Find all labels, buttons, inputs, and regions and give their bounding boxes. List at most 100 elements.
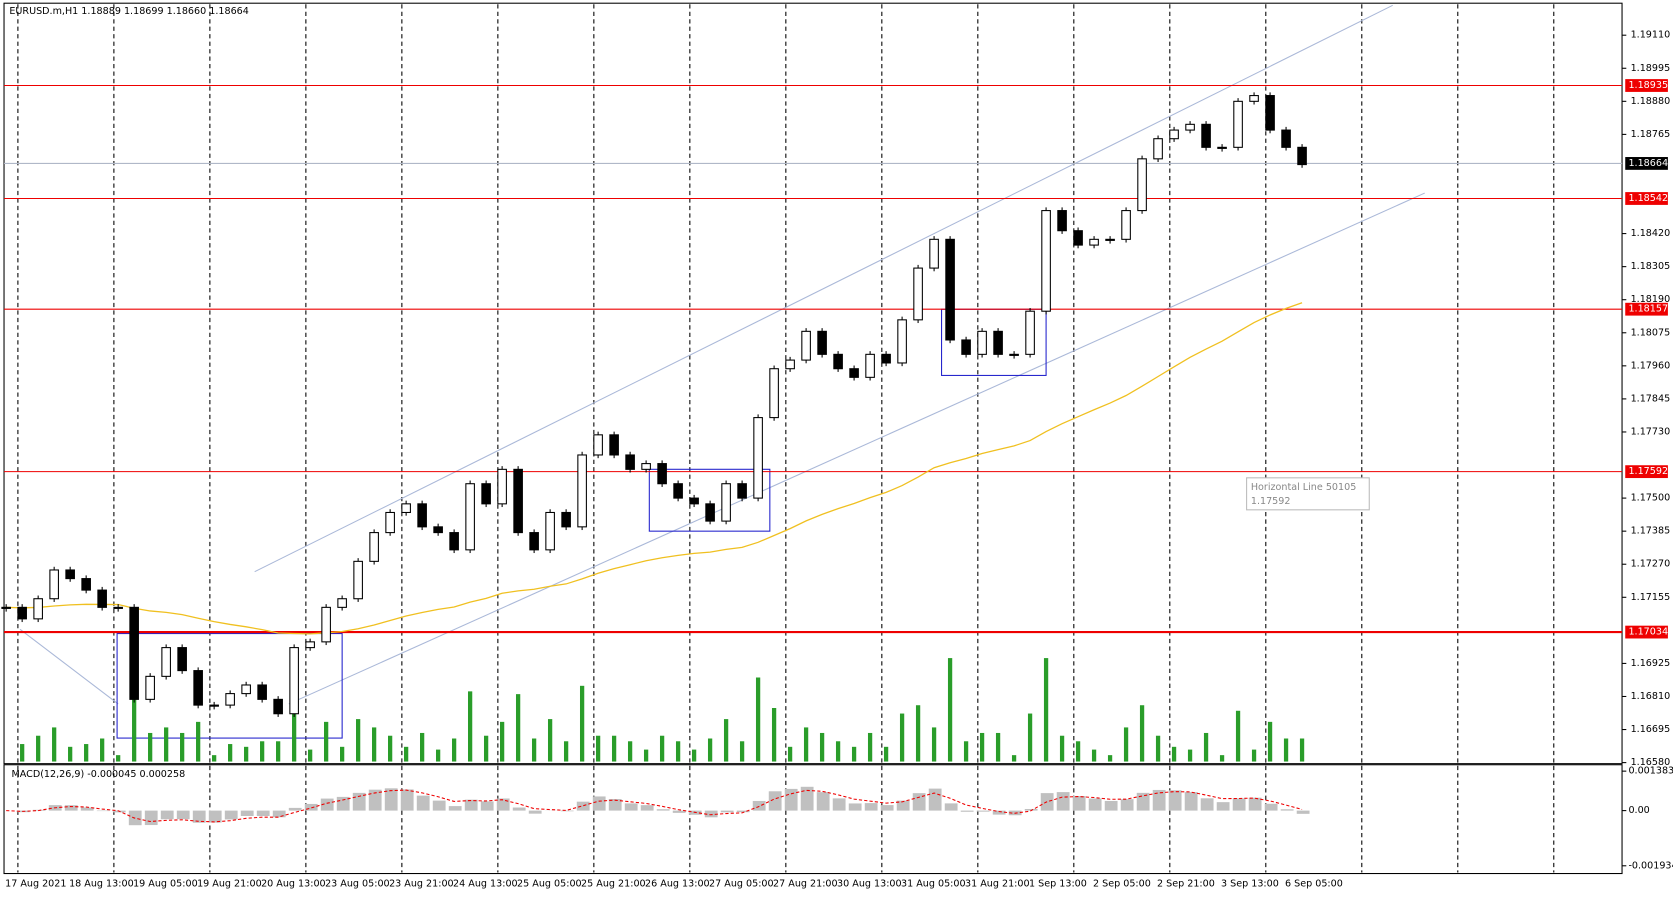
candle <box>865 353 875 378</box>
candle <box>17 606 27 620</box>
time-label: 23 Aug 05:00 <box>325 879 390 890</box>
volume-bar <box>435 749 441 762</box>
price-label: 1.18420 <box>1631 228 1671 239</box>
time-label: 20 Aug 13:00 <box>261 879 326 890</box>
candle <box>1041 210 1051 312</box>
volume-bar <box>643 749 649 762</box>
candle <box>1297 146 1307 166</box>
macd-bar <box>832 798 846 811</box>
candle <box>769 368 779 419</box>
candle <box>737 483 747 499</box>
macd-bar <box>1152 789 1166 811</box>
macd-bar <box>304 803 318 811</box>
macd-bar <box>496 798 510 811</box>
price-label: 1.18075 <box>1631 327 1671 338</box>
volume-bar <box>547 719 553 762</box>
candle <box>961 339 971 355</box>
candle <box>849 368 859 378</box>
macd-bar <box>480 801 494 811</box>
macd-bar <box>224 810 238 820</box>
volume-bar <box>164 727 169 762</box>
volume-bar <box>1011 755 1017 762</box>
price-tag <box>1625 157 1668 170</box>
volume-bar <box>36 735 41 762</box>
macd-bar <box>1216 802 1230 811</box>
macd-bar <box>576 801 590 811</box>
candle <box>465 483 475 551</box>
candle <box>1233 100 1243 148</box>
volume-bar <box>388 735 393 762</box>
candle <box>561 511 571 528</box>
candle <box>65 569 75 580</box>
candle <box>945 238 955 341</box>
volume-bar <box>1235 710 1241 762</box>
volume-bar <box>196 721 201 762</box>
candle <box>625 454 635 470</box>
candle <box>1201 123 1211 148</box>
volume-bar <box>979 732 985 762</box>
macd-header: MACD(12,26,9) -0.000045 0.000258 <box>11 769 185 780</box>
time-label: 27 Aug 05:00 <box>709 879 774 890</box>
tooltip-box <box>1246 477 1370 511</box>
macd-bar <box>944 803 958 811</box>
candle <box>929 238 939 269</box>
range-box <box>116 633 343 739</box>
volume-bar <box>1107 755 1113 762</box>
macd-bar <box>1264 803 1278 811</box>
macd-bar <box>1184 792 1198 811</box>
time-label: 19 Aug 05:00 <box>133 879 198 890</box>
macd-bar <box>656 809 670 811</box>
candle <box>1169 129 1179 140</box>
candle <box>369 532 379 562</box>
volume-bar <box>819 732 825 762</box>
macd-bar <box>464 799 478 811</box>
price-label: 1.18765 <box>1631 129 1671 140</box>
volume-bar <box>531 738 537 762</box>
volume-bar <box>132 666 137 762</box>
volume-bar <box>563 741 569 762</box>
channel-top <box>254 4 1393 573</box>
candle <box>705 503 715 522</box>
candle <box>177 647 187 672</box>
macd-bar <box>192 810 206 823</box>
candle <box>1153 138 1163 160</box>
candle <box>721 483 731 522</box>
candle <box>289 647 299 715</box>
price-label: 1.18995 <box>1631 63 1671 74</box>
macd-bar <box>528 810 542 814</box>
macd-bar <box>64 805 78 811</box>
macd-bar <box>512 807 526 811</box>
candle <box>161 647 171 677</box>
candle <box>193 670 203 706</box>
candle <box>273 698 283 715</box>
candle <box>353 560 363 600</box>
level-tag <box>1625 465 1668 479</box>
volume-bar <box>116 755 121 762</box>
candle <box>881 353 891 364</box>
candle <box>529 532 539 551</box>
candle <box>337 598 347 608</box>
current-price-label: 1.18664 <box>1628 158 1668 169</box>
level-tag <box>1625 625 1668 639</box>
macd-bar <box>400 789 414 811</box>
volume-bar <box>1075 741 1081 762</box>
macd-bar <box>176 810 190 820</box>
volume-bar <box>915 705 921 762</box>
macd-bar <box>1200 798 1214 811</box>
price-label: 1.17845 <box>1631 393 1671 404</box>
volume-bar <box>691 749 697 762</box>
candle <box>1185 123 1195 131</box>
volume-bar <box>1203 732 1209 762</box>
volume-bar <box>467 691 473 762</box>
macd-bar <box>704 810 718 818</box>
macd-bar <box>1056 792 1070 811</box>
time-label: 3 Sep 13:00 <box>1221 879 1279 890</box>
macd-bar <box>1088 798 1102 811</box>
macd-bar <box>1168 790 1182 811</box>
macd-bar <box>1072 795 1086 811</box>
candle <box>433 526 443 534</box>
candle <box>657 463 667 485</box>
volume-bar <box>1251 749 1257 762</box>
volume-bar <box>403 746 409 762</box>
